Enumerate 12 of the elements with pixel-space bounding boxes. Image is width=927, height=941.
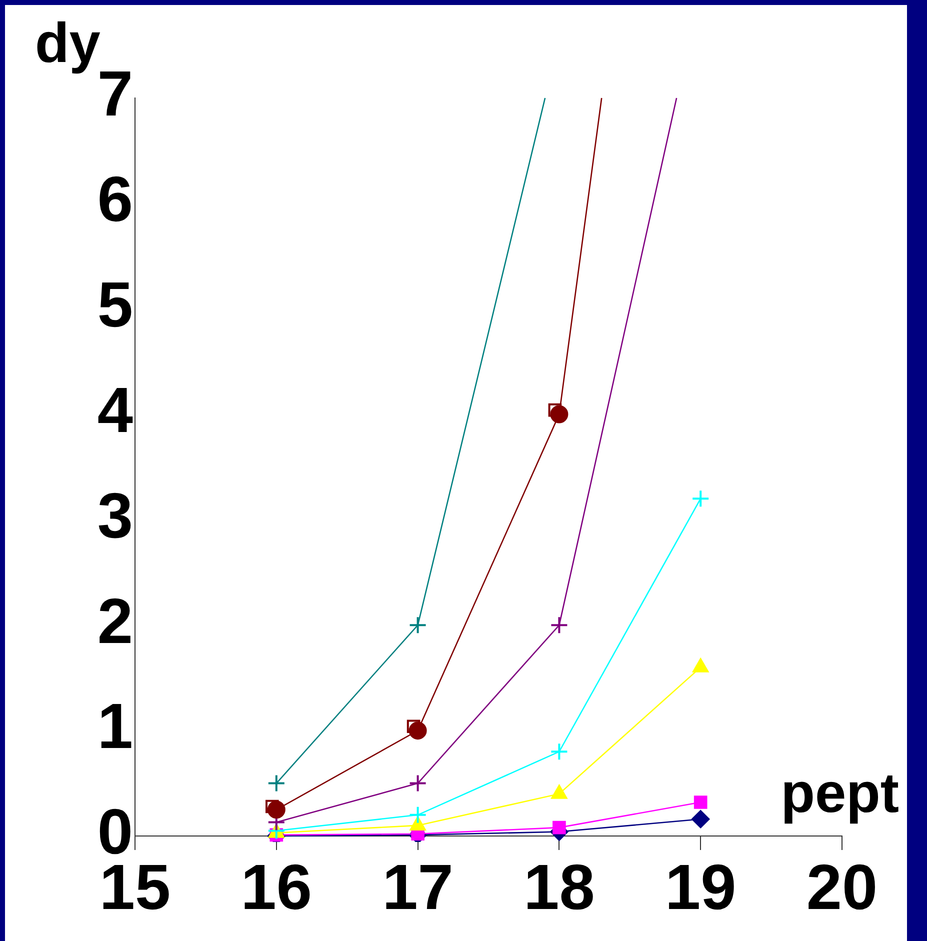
y-tick-label: 6 xyxy=(97,163,133,236)
x-tick-label: 18 xyxy=(524,851,595,924)
y-tick-label: 3 xyxy=(97,479,133,552)
y-tick-label: 4 xyxy=(97,374,134,446)
x-tick-label: 19 xyxy=(665,851,736,924)
x-tick-label: 20 xyxy=(806,851,878,924)
x-tick-label: 16 xyxy=(240,851,312,924)
x-axis-title: pept xyxy=(780,761,899,824)
y-tick-label: 2 xyxy=(97,584,133,657)
x-tick-label: 17 xyxy=(382,851,454,924)
y-tick-label: 5 xyxy=(97,268,133,340)
y-tick-label: 1 xyxy=(97,690,133,762)
